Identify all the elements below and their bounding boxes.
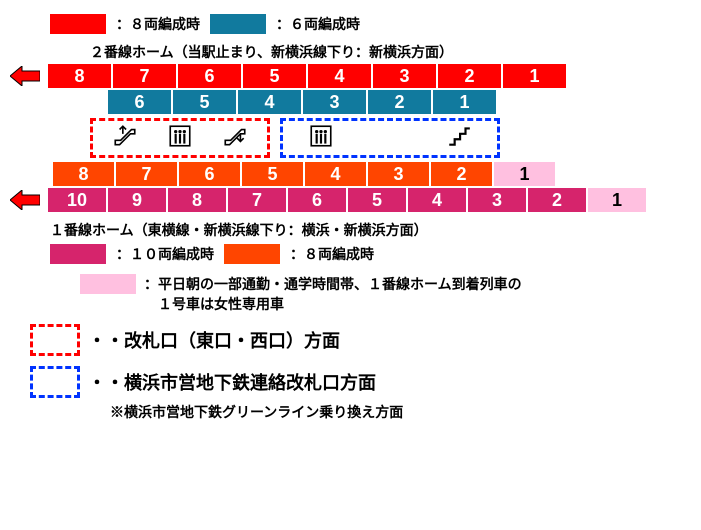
train-car: 1	[433, 90, 498, 114]
esc-up-icon	[112, 123, 138, 153]
exit-legend-label: ・・改札口（東口・西口）方面	[88, 327, 340, 353]
train-car: 4	[238, 90, 303, 114]
train-car: 6	[178, 64, 243, 88]
exit-legend-label: ・・横浜市営地下鉄連絡改札口方面	[88, 369, 376, 395]
legend-label: ：６両編成時	[276, 14, 360, 34]
pink-note-line1: ：平日朝の一部通勤・通学時間帯、１番線ホーム到着列車の	[144, 274, 522, 294]
swatch-teal	[210, 14, 266, 34]
train-car: 2	[438, 64, 503, 88]
train-car: 2	[368, 90, 433, 114]
swatch-red	[50, 14, 106, 34]
legend-label: ：８両編成時	[116, 14, 200, 34]
train-car: 3	[373, 64, 438, 88]
bottom-legend: ：１０両編成時 ：８両編成時	[50, 244, 691, 264]
train-car: 8	[53, 162, 116, 186]
train-car: 1	[503, 64, 568, 88]
swatch-pink	[80, 274, 136, 294]
facility-row	[90, 118, 691, 158]
top-legend: ：８両編成時 ：６両編成時	[50, 14, 691, 34]
train-car: 9	[108, 188, 168, 212]
train-car: 6	[179, 162, 242, 186]
train-car: 3	[468, 188, 528, 212]
train-car: 8	[168, 188, 228, 212]
train-car: 6	[108, 90, 173, 114]
train-car: 1	[588, 188, 648, 212]
esc-down-icon	[222, 123, 248, 153]
platform-1-label: １番線ホーム（東横線・新横浜線下り：横浜・新横浜方面）	[50, 220, 691, 240]
swatch-orange	[224, 244, 280, 264]
blank-icon	[377, 127, 403, 149]
pink-note-line2: １号車は女性専用車	[158, 294, 522, 314]
train-car: 1	[494, 162, 557, 186]
swatch-magenta	[50, 244, 106, 264]
legend-label: ：８両編成時	[290, 244, 374, 264]
train-car: 2	[528, 188, 588, 212]
train-car: 5	[348, 188, 408, 212]
train-car: 3	[303, 90, 368, 114]
train-row: 654321	[10, 90, 691, 114]
pink-note: ：平日朝の一部通勤・通学時間帯、１番線ホーム到着列車の １号車は女性専用車	[80, 274, 691, 314]
exit-legend-row: ・・改札口（東口・西口）方面	[30, 324, 691, 356]
train-car: 5	[173, 90, 238, 114]
dashed-swatch	[30, 366, 80, 398]
train-row: 10987654321	[10, 188, 691, 212]
train-car: 4	[408, 188, 468, 212]
train-car: 6	[288, 188, 348, 212]
facility-box	[280, 118, 500, 158]
train-car: 3	[368, 162, 431, 186]
train-car: 2	[431, 162, 494, 186]
elevator-icon	[308, 123, 334, 153]
exit-legend-row: ・・横浜市営地下鉄連絡改札口方面	[30, 366, 691, 398]
train-car: 7	[116, 162, 179, 186]
platform-2-label: ２番線ホーム（当駅止まり、新横浜線下り：新横浜方面）	[90, 42, 691, 62]
facility-box	[90, 118, 270, 158]
legend-label: ：１０両編成時	[116, 244, 214, 264]
direction-arrow-icon	[10, 190, 40, 210]
train-car: 4	[308, 64, 373, 88]
train-row: 87654321	[10, 162, 691, 186]
stairs-icon	[446, 123, 472, 153]
train-car: 10	[48, 188, 108, 212]
train-car: 5	[242, 162, 305, 186]
train-car: 4	[305, 162, 368, 186]
train-row: 87654321	[10, 64, 691, 88]
direction-arrow-icon	[10, 66, 40, 86]
dashed-swatch	[30, 324, 80, 356]
train-car: 5	[243, 64, 308, 88]
train-car: 7	[113, 64, 178, 88]
footnote: ※横浜市営地下鉄グリーンライン乗り換え方面	[110, 402, 691, 422]
train-car: 7	[228, 188, 288, 212]
elevator-icon	[167, 123, 193, 153]
train-car: 8	[48, 64, 113, 88]
